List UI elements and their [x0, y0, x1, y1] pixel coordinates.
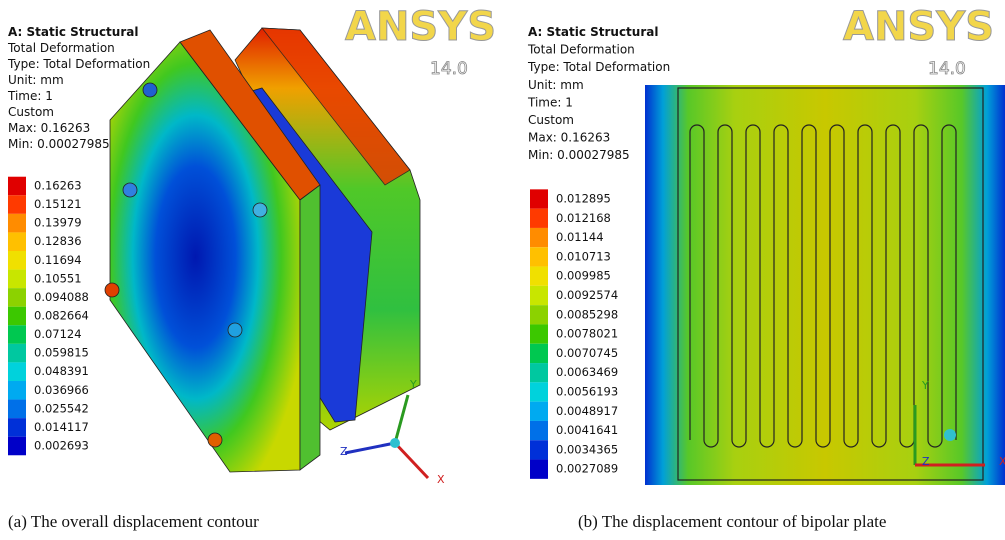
legend-swatch	[8, 344, 26, 363]
legend-swatch	[8, 437, 26, 456]
legend-swatch	[530, 305, 548, 324]
legend-value: 0.13979	[34, 216, 82, 230]
logo-version: 14.0	[430, 59, 468, 79]
legend-swatch	[8, 307, 26, 326]
header-line: Total Deformation	[7, 41, 115, 55]
page: {"panels": [ {"header": {"title": "A: St…	[0, 0, 1005, 540]
legend-swatch	[8, 418, 26, 437]
header-line: Time: 1	[527, 95, 573, 109]
legend-value: 0.0034365	[556, 442, 618, 456]
legend-value: 0.012895	[556, 192, 611, 206]
caption: (a) The overall displacement contour	[8, 512, 259, 531]
legend-swatch	[8, 251, 26, 270]
axis-label: Z	[922, 455, 930, 468]
axis-label: Z	[340, 445, 348, 458]
bipolar-plate-model	[645, 85, 1005, 485]
legend-swatch	[530, 267, 548, 286]
legend-swatch	[8, 325, 26, 344]
legend-value: 0.12836	[34, 234, 82, 248]
header-line: Total Deformation	[527, 43, 635, 57]
legend-value: 0.0078021	[556, 327, 618, 341]
legend-value: 0.10551	[34, 271, 82, 285]
header-line: Min: 0.00027985	[528, 148, 630, 162]
header-line: Time: 1	[7, 89, 53, 103]
header-line: Unit: mm	[8, 73, 64, 87]
legend-value: 0.025542	[34, 401, 89, 415]
legend-swatch	[530, 440, 548, 459]
legend-swatch	[530, 363, 548, 382]
logo: ANSYS	[843, 4, 994, 50]
legend-value: 0.059815	[34, 346, 89, 360]
header-line: Min: 0.00027985	[8, 137, 110, 151]
axis-label: Y	[921, 379, 929, 392]
legend-value: 0.11694	[34, 253, 82, 267]
legend-value: 0.0027089	[556, 462, 618, 476]
legend-value: 0.009985	[556, 269, 611, 283]
legend-swatch	[8, 270, 26, 289]
legend-swatch	[530, 382, 548, 401]
legend-swatch	[530, 286, 548, 305]
legend-value: 0.0092574	[556, 288, 618, 302]
axis-label: Y	[409, 378, 417, 391]
legend-value: 0.0070745	[556, 346, 618, 360]
legend-swatch	[530, 324, 548, 343]
legend-value: 0.002693	[34, 438, 89, 452]
legend-swatch	[530, 421, 548, 440]
header-line: Type: Total Deformation	[7, 57, 150, 71]
logo-version: 14.0	[928, 59, 966, 79]
legend-value: 0.010713	[556, 249, 611, 263]
legend-value: 0.01144	[556, 230, 604, 244]
legend-swatch	[8, 195, 26, 214]
legend-value: 0.014117	[34, 420, 89, 434]
legend-swatch	[530, 247, 548, 266]
header-line: Custom	[528, 113, 574, 127]
header-line: Custom	[8, 105, 54, 119]
legend-swatch	[530, 228, 548, 247]
legend-swatch	[530, 460, 548, 479]
legend-swatch	[8, 177, 26, 196]
header-line: Max: 0.16263	[528, 131, 610, 145]
legend-value: 0.094088	[34, 290, 89, 304]
axis-label: X	[437, 473, 445, 486]
legend-value: 0.082664	[34, 308, 89, 322]
legend-value: 0.048391	[34, 364, 89, 378]
legend-swatch	[8, 400, 26, 419]
legend-value: 0.16263	[34, 179, 82, 193]
legend-swatch	[530, 344, 548, 363]
legend-value: 0.0048917	[556, 404, 618, 418]
legend-value: 0.0063469	[556, 365, 618, 379]
figure: A: Static Structural Total Deformation Typ…	[0, 0, 1005, 540]
legend-value: 0.15121	[34, 197, 82, 211]
legend-swatch	[8, 362, 26, 381]
header-line: Max: 0.16263	[8, 121, 90, 135]
legend-value: 0.036966	[34, 383, 89, 397]
axis-label: X	[999, 455, 1005, 468]
legend-value: 0.0085298	[556, 307, 618, 321]
legend-swatch	[530, 209, 548, 228]
legend-value: 0.07124	[34, 327, 82, 341]
legend-swatch	[530, 189, 548, 208]
legend-swatch	[8, 214, 26, 233]
legend-swatch	[8, 381, 26, 400]
assembly-model	[105, 28, 420, 472]
legend-value: 0.012168	[556, 211, 611, 225]
panel-title: A: Static Structural	[528, 25, 658, 39]
legend-swatch	[8, 288, 26, 307]
logo: ANSYS	[345, 4, 496, 50]
legend-value: 0.0056193	[556, 385, 618, 399]
caption: (b) The displacement contour of bipolar …	[578, 512, 886, 531]
legend-swatch	[8, 232, 26, 251]
legend-value: 0.0041641	[556, 423, 618, 437]
header-line: Unit: mm	[528, 78, 584, 92]
panel-title: A: Static Structural	[8, 25, 138, 39]
legend-swatch	[530, 402, 548, 421]
header-line: Type: Total Deformation	[527, 60, 670, 74]
